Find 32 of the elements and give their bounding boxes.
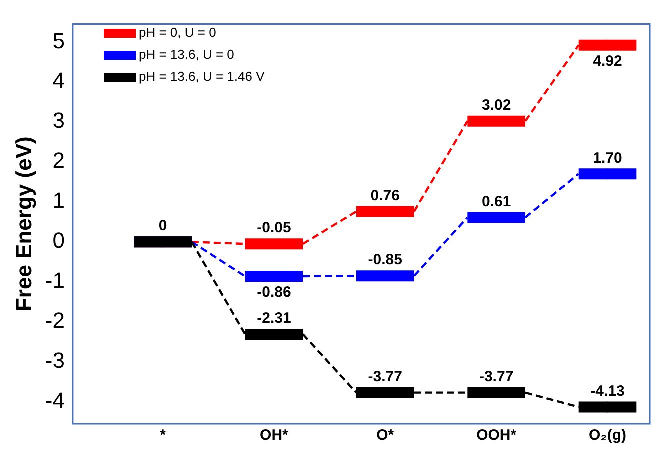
y-tick-label: 5 [52,28,65,54]
y-tick-label: 2 [52,148,65,174]
data-label: 0.61 [482,193,512,210]
x-tick-label: OH* [260,427,289,444]
data-label: -2.31 [257,310,292,328]
y-axis-title: Free Energy (eV) [11,136,36,312]
y-tick-label: 1 [52,188,65,214]
y-tick-label: 3 [52,108,65,134]
data-label: -4.13 [590,382,625,400]
x-tick-label: OOH* [476,427,517,444]
y-tick-label: 4 [52,68,65,94]
legend-label: pH = 13.6, U = 0 [139,46,234,64]
data-label: 0.76 [370,187,400,204]
data-label: 0 [158,218,168,235]
legend-label: pH = 0, U = 0 [139,24,216,42]
legend-label: pH = 13.6, U = 1.46 V [139,68,265,86]
x-tick-label: O* [376,427,394,444]
data-label: -0.86 [257,284,292,302]
data-label: -0.85 [368,252,402,269]
data-label: -3.77 [479,368,514,386]
data-label: -0.05 [257,220,292,237]
data-label: 4.92 [593,53,622,70]
data-label: 1.70 [593,150,622,167]
data-label: -3.77 [368,368,402,386]
x-tick-label: * [160,427,166,444]
y-tick-label: -1 [45,268,65,294]
y-tick-label: 0 [52,228,65,254]
data-label: 3.02 [482,96,512,114]
y-tick-label: -3 [45,348,65,374]
x-tick-label: O₂(g) [589,427,626,444]
y-tick-label: -2 [45,308,65,334]
y-tick-label: -4 [45,388,65,414]
